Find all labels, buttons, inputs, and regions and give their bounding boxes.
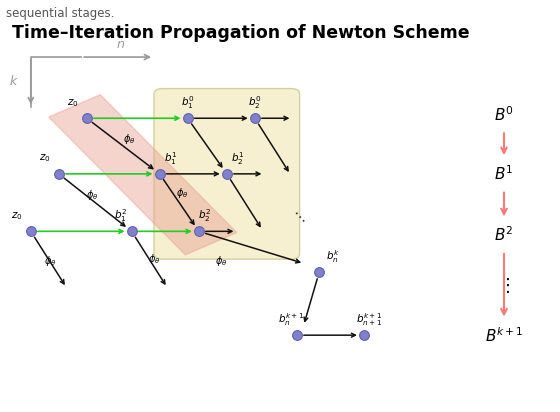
Text: $b_n^{k+1}$: $b_n^{k+1}$ <box>278 311 305 328</box>
Text: $\phi_\theta$: $\phi_\theta$ <box>176 186 188 200</box>
Text: $B^0$: $B^0$ <box>494 105 514 124</box>
Text: $\phi_\theta$: $\phi_\theta$ <box>148 252 160 266</box>
Text: $\cdots$: $\cdots$ <box>289 204 310 225</box>
Text: Time–Iteration Propagation of Newton Scheme: Time–Iteration Propagation of Newton Sch… <box>12 24 470 42</box>
Text: $b_1^0$: $b_1^0$ <box>181 94 194 111</box>
Text: $b_n^k$: $b_n^k$ <box>326 248 340 265</box>
Text: $z_0$: $z_0$ <box>11 210 22 222</box>
Text: $b_2^1$: $b_2^1$ <box>231 150 245 167</box>
Text: $b_1^1$: $b_1^1$ <box>164 150 178 167</box>
Text: $B^1$: $B^1$ <box>494 164 514 183</box>
Text: $\phi_\theta$: $\phi_\theta$ <box>86 188 99 202</box>
Text: $z_0$: $z_0$ <box>67 97 78 109</box>
Text: $\phi_\theta$: $\phi_\theta$ <box>123 132 135 145</box>
Text: $\vdots$: $\vdots$ <box>498 276 510 295</box>
Text: $B^{k+1}$: $B^{k+1}$ <box>485 326 523 344</box>
Text: $b_2^2$: $b_2^2$ <box>198 207 211 224</box>
Text: $b_1^2$: $b_1^2$ <box>114 207 127 224</box>
Text: $z_0$: $z_0$ <box>39 152 50 164</box>
Text: $n$: $n$ <box>116 38 125 52</box>
Polygon shape <box>49 95 237 255</box>
Text: $\phi_\theta$: $\phi_\theta$ <box>215 254 227 268</box>
Text: $k$: $k$ <box>9 74 19 88</box>
Text: $b_2^0$: $b_2^0$ <box>248 94 262 111</box>
Text: $\phi_\theta$: $\phi_\theta$ <box>44 254 57 268</box>
Text: $b_{n+1}^{k+1}$: $b_{n+1}^{k+1}$ <box>356 311 383 328</box>
FancyBboxPatch shape <box>154 89 300 259</box>
Text: $B^2$: $B^2$ <box>494 226 514 244</box>
Text: sequential stages.: sequential stages. <box>6 7 114 20</box>
